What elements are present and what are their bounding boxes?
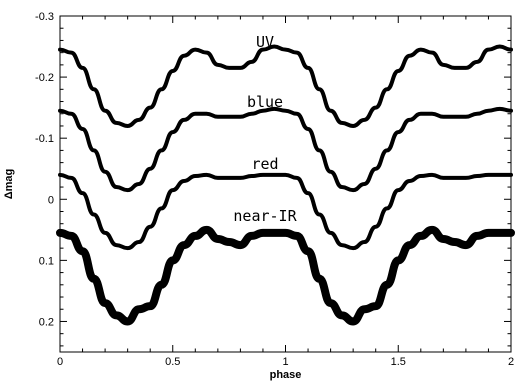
y-tick-label: -0.1 xyxy=(35,133,54,145)
series-label-near-ir: near-IR xyxy=(233,207,297,225)
series-label-uv: UV xyxy=(256,33,274,51)
series-lines xyxy=(56,44,515,326)
series-line-uv xyxy=(58,44,513,128)
series-line-near-ir xyxy=(56,225,515,326)
series-label-blue: blue xyxy=(247,93,283,111)
x-tick-label: 2 xyxy=(508,356,514,368)
y-tick-label: 0 xyxy=(48,194,54,206)
y-tick-label: -0.2 xyxy=(35,72,54,84)
y-tick-label: 0.2 xyxy=(39,316,54,328)
series-labels: UV blue red near-IR xyxy=(233,33,297,225)
x-tick-label: 1.5 xyxy=(391,356,406,368)
series-line-red xyxy=(58,172,513,251)
y-axis-label: Δmag xyxy=(3,169,15,200)
y-tick-label: -0.3 xyxy=(35,11,54,23)
series-line-blue xyxy=(58,106,513,193)
x-tick-label: 0 xyxy=(57,356,63,368)
x-axis-label: phase xyxy=(270,369,302,381)
x-tick-label: 0.5 xyxy=(165,356,180,368)
series-label-red: red xyxy=(251,155,278,173)
axis-ticks: 0 0.5 1 1.5 2 -0.3 -0.2 -0.1 0 0.1 0.2 xyxy=(35,11,514,368)
x-tick-label: 1 xyxy=(282,356,288,368)
y-tick-label: 0.1 xyxy=(39,255,54,267)
